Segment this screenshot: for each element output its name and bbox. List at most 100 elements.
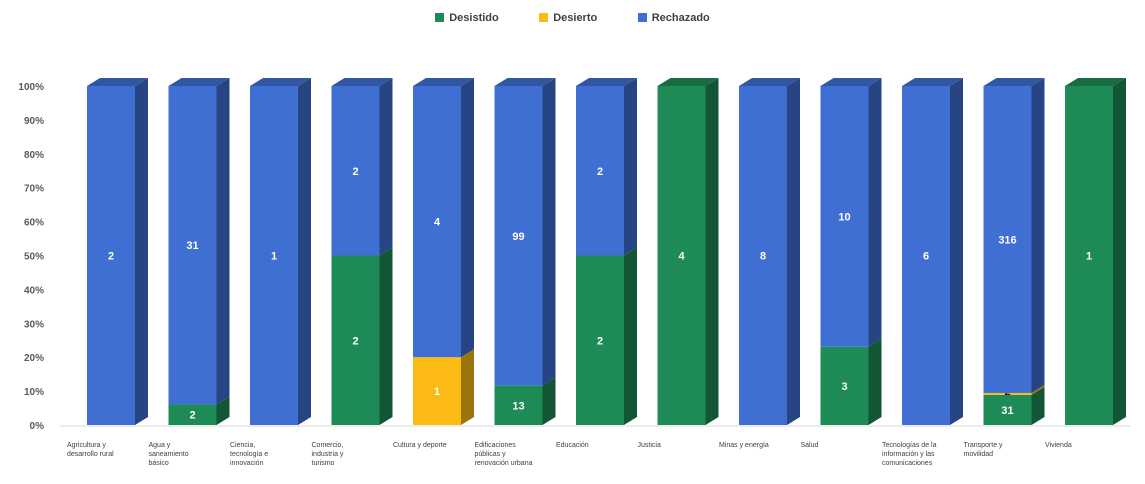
- bar-top-rechazado-minas-y-energia: [739, 78, 800, 86]
- category-label-vivienda: Vivienda: [1045, 442, 1072, 449]
- bar-top-desistido-justicia: [657, 78, 719, 86]
- bar-side-desierto-cultura-y-deporte: [461, 349, 474, 425]
- y-tick-label: 10%: [24, 387, 44, 398]
- y-tick-label: 50%: [24, 252, 44, 263]
- legend-swatch-rechazado: [637, 13, 647, 22]
- legend-item-desierto: Desierto: [539, 12, 597, 24]
- bar-side-desistido-edificaciones-publicas-y-renovacion-urbana: [542, 377, 556, 425]
- y-tick-label: 60%: [24, 218, 44, 229]
- bar-top-rechazado-salud: [820, 78, 882, 86]
- bar-side-rechazado-comercio-industria-y-turismo: [379, 78, 393, 256]
- category-label-transporte-y-movilidad: Transporte y movilidad: [964, 442, 1004, 458]
- y-tick-label: 100%: [18, 82, 44, 93]
- category-label-tecnologias-de-la-informacion-y-las-comunicaciones: Tecnologías de la información y las comuni…: [882, 442, 937, 467]
- data-label-rechazado-comercio-industria-y-turismo: 2: [352, 166, 358, 178]
- bar-rechazado-agua-y-saneamiento-basico: [168, 86, 217, 405]
- bar-rechazado-agricultura-y-desarrollo-rural: [87, 86, 135, 425]
- legend-swatch-desierto: [539, 13, 549, 22]
- data-label-desistido-transporte-y-movilidad: 31: [1001, 405, 1013, 417]
- bar-side-desistido-transporte-y-movilidad: [1031, 386, 1045, 425]
- y-tick-label: 90%: [24, 116, 44, 127]
- data-label-rechazado-agricultura-y-desarrollo-rural: 2: [108, 251, 114, 263]
- category-label-cultura-y-deporte: Cultura y deporte: [393, 442, 447, 449]
- bar-top-rechazado-comercio-industria-y-turismo: [331, 78, 393, 86]
- category-label-agricultura-y-desarrollo-rural: Agricultura y desarrollo rural: [67, 442, 114, 458]
- data-label-desierto-cultura-y-deporte: 1: [434, 386, 440, 398]
- bar-side-desistido-comercio-industria-y-turismo: [379, 247, 393, 425]
- bar-top-rechazado-educacion: [576, 78, 637, 86]
- y-tick-label: 70%: [24, 184, 44, 195]
- bar-desierto-transporte-y-movilidad: [983, 392, 1032, 395]
- data-label-desistido-justicia: 4: [678, 251, 685, 263]
- bar-side-desistido-agua-y-saneamiento-basico: [216, 396, 230, 425]
- bar-side-rechazado-edificaciones-publicas-y-renovacion-urbana: [542, 78, 556, 386]
- data-label-desistido-educacion: 2: [597, 335, 603, 347]
- data-label-desistido-salud: 3: [841, 381, 847, 393]
- bar-top-desistido-vivienda: [1065, 78, 1126, 86]
- bar-desistido-agua-y-saneamiento-basico: [168, 404, 217, 425]
- bar-rechazado-transporte-y-movilidad: [983, 86, 1032, 393]
- category-label-edificaciones-publicas-y-renovacion-urbana: Edificaciones públicas y renovación urbana: [475, 442, 533, 467]
- bar-top-rechazado-agua-y-saneamiento-basico: [168, 78, 230, 86]
- bar-side-rechazado-educacion: [624, 78, 637, 256]
- legend-item-desistido: Desistido: [435, 12, 499, 24]
- legend-label-rechazado: Rechazado: [651, 11, 710, 24]
- bar-rechazado-salud: [820, 86, 869, 347]
- category-label-educacion: Educación: [556, 442, 589, 449]
- bar-side-rechazado-agua-y-saneamiento-basico: [216, 78, 230, 405]
- data-label-rechazado-edificaciones-publicas-y-renovacion-urbana: 99: [512, 231, 524, 243]
- category-label-agua-y-saneamiento-basico: Agua y saneamiento básico: [149, 442, 189, 467]
- bar-side-desistido-justicia: [705, 78, 719, 425]
- bar-desistido-vivienda: [1065, 86, 1113, 425]
- bar-top-rechazado-edificaciones-publicas-y-renovacion-urbana: [494, 78, 556, 86]
- bar-desistido-educacion: [576, 255, 624, 425]
- data-label-rechazado-educacion: 2: [597, 166, 603, 178]
- data-label-desistido-edificaciones-publicas-y-renovacion-urbana: 13: [512, 400, 524, 412]
- legend: Desistido Desierto Rechazado: [0, 9, 1145, 27]
- y-tick-label: 20%: [24, 353, 44, 364]
- bar-side-rechazado-ciencia-tecnologia-e-innovacion: [298, 78, 311, 425]
- data-label-rechazado-cultura-y-deporte: 4: [434, 217, 441, 229]
- bar-side-desierto-transporte-y-movilidad: [1031, 384, 1045, 395]
- data-label-desistido-comercio-industria-y-turismo: 2: [352, 335, 358, 347]
- bar-desistido-comercio-industria-y-turismo: [331, 255, 380, 425]
- bar-side-desistido-vivienda: [1113, 78, 1126, 425]
- y-tick-label: 40%: [24, 285, 44, 296]
- bar-rechazado-ciencia-tecnologia-e-innovacion: [250, 86, 298, 425]
- bar-top-rechazado-agricultura-y-desarrollo-rural: [87, 78, 148, 86]
- legend-swatch-desistido: [435, 13, 445, 22]
- bar-desistido-edificaciones-publicas-y-renovacion-urbana: [494, 385, 543, 425]
- bar-side-desistido-salud: [868, 338, 882, 425]
- y-tick-label: 80%: [24, 150, 44, 161]
- data-label-rechazado-minas-y-energia: 8: [760, 251, 766, 263]
- category-label-ciencia-tecnologia-e-innovacion: Ciencia, tecnología e innovación: [230, 442, 268, 467]
- bar-top-rechazado-tecnologias-de-la-informacion-y-las-comunicaciones: [902, 78, 963, 86]
- bar-rechazado-comercio-industria-y-turismo: [331, 86, 380, 256]
- bar-desistido-transporte-y-movilidad: [983, 394, 1032, 425]
- y-tick-label: 0%: [30, 421, 45, 432]
- data-label-rechazado-transporte-y-movilidad: 316: [998, 234, 1016, 246]
- bar-side-rechazado-cultura-y-deporte: [461, 78, 474, 358]
- bar-desierto-cultura-y-deporte: [413, 357, 461, 425]
- category-label-justicia: Justicia: [638, 442, 661, 449]
- legend-label-desistido: Desistido: [449, 11, 499, 24]
- bar-side-rechazado-transporte-y-movilidad: [1031, 78, 1045, 393]
- bar-side-rechazado-agricultura-y-desarrollo-rural: [135, 78, 148, 425]
- bar-rechazado-tecnologias-de-la-informacion-y-las-comunicaciones: [902, 86, 950, 425]
- bar-top-rechazado-transporte-y-movilidad: [983, 78, 1045, 86]
- bar-desistido-justicia: [657, 86, 706, 425]
- data-label-desistido-agua-y-saneamiento-basico: 2: [189, 410, 195, 422]
- bar-rechazado-cultura-y-deporte: [413, 86, 461, 358]
- bar-rechazado-educacion: [576, 86, 624, 256]
- data-label-rechazado-salud: 10: [838, 211, 850, 223]
- bar-side-rechazado-salud: [868, 78, 882, 347]
- bar-top-rechazado-ciencia-tecnologia-e-innovacion: [250, 78, 311, 86]
- data-label-rechazado-tecnologias-de-la-informacion-y-las-comunicaciones: 6: [923, 251, 929, 263]
- bar-side-rechazado-minas-y-energia: [787, 78, 800, 425]
- data-label-rechazado-agua-y-saneamiento-basico: 31: [186, 240, 198, 252]
- legend-label-desierto: Desierto: [553, 11, 598, 24]
- category-label-comercio-industria-y-turismo: Comercio, industria y turismo: [312, 442, 344, 467]
- y-tick-label: 30%: [24, 319, 44, 330]
- category-label-minas-y-energia: Minas y energía: [719, 442, 769, 449]
